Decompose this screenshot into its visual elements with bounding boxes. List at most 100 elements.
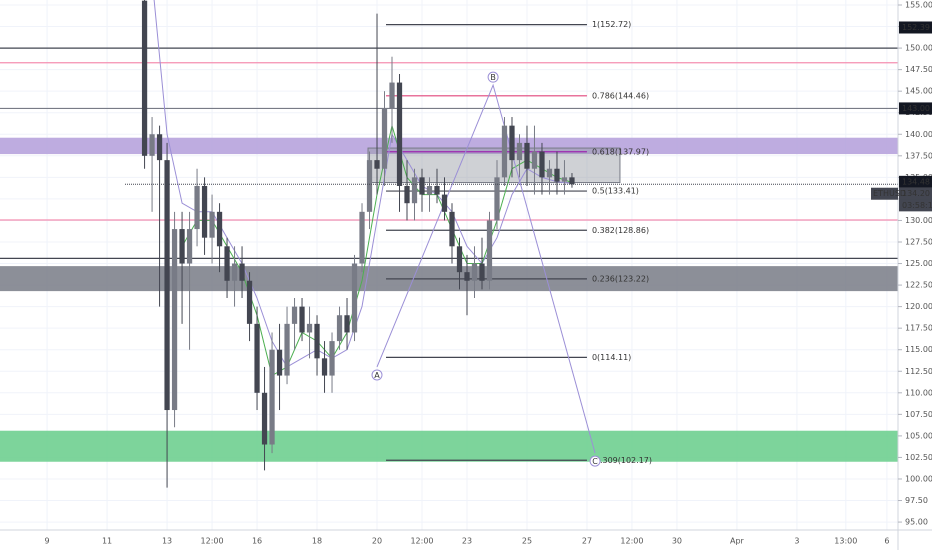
x-tick-label: 12:00 [410, 537, 433, 546]
price-tag-label: 152.39 [902, 23, 930, 32]
candle-body [276, 349, 283, 376]
candle-body [374, 160, 380, 169]
abc-point [487, 71, 499, 83]
candle-body [531, 151, 538, 169]
y-tick-label: 137.50 [905, 151, 932, 160]
x-tick-label: Apr [730, 537, 745, 546]
symbol-tag [871, 187, 898, 200]
candle-body [569, 177, 575, 185]
candle-body [186, 229, 193, 264]
fib-label: 0.618(137.97) [592, 147, 649, 156]
price-tag-label: 134.20 [902, 189, 930, 198]
candle-body [209, 211, 215, 238]
x-tick-label: 13:00 [834, 537, 857, 546]
candle-body [434, 185, 440, 195]
candle-body [464, 272, 470, 281]
x-tick-label: 6 [884, 537, 889, 546]
y-tick-label: 125.00 [905, 259, 932, 268]
candle-body [561, 177, 568, 182]
candle-body [456, 246, 463, 273]
candle-body [306, 323, 313, 333]
zone [0, 137, 898, 155]
fib-label: 0(114.11) [592, 353, 631, 362]
candle-body [299, 306, 305, 333]
fib-label: -0.309(102.17) [592, 456, 652, 465]
y-tick-label: 130.00 [905, 216, 932, 225]
price-tag [899, 21, 932, 34]
price-tag-label: 143.00 [902, 104, 930, 113]
candle-body [171, 229, 178, 411]
candle-body [479, 263, 485, 281]
candle-body [284, 323, 290, 376]
abc-pattern [376, 83, 596, 454]
candle-body [239, 263, 245, 281]
candle-body [179, 229, 185, 264]
candle-body [194, 185, 200, 230]
candle-body [366, 160, 373, 212]
candle-body [149, 134, 155, 156]
x-tick-label: 18 [312, 537, 322, 546]
fib-label: 0.236(123.22) [592, 274, 649, 283]
y-tick-label: 140.00 [905, 130, 932, 139]
range-box [367, 147, 621, 184]
y-tick-label: 97.50 [905, 496, 928, 505]
candle-body [471, 263, 478, 281]
candle-body [224, 246, 230, 281]
y-tick-label: 100.00 [905, 474, 932, 483]
abc-label: A [374, 371, 380, 380]
abc-label: B [490, 73, 496, 82]
candle-body [441, 194, 448, 212]
candle-body [329, 341, 335, 376]
y-tick-label: 110.00 [905, 388, 932, 397]
zone [0, 430, 898, 462]
candle-body [516, 142, 523, 161]
symbol-tag-label: ETHUSD [873, 189, 906, 198]
candle-body [261, 392, 268, 445]
x-tick-label: 12:00 [201, 537, 224, 546]
y-tick-label: 115.00 [905, 345, 932, 354]
candle-body [381, 108, 388, 169]
y-tick-label: 147.50 [905, 65, 932, 74]
x-tick-label: 9 [45, 537, 50, 546]
candle-body [336, 315, 343, 342]
candle-body [164, 160, 170, 411]
abc-point [371, 369, 383, 381]
y-tick-label: 117.50 [905, 324, 932, 333]
candle-body [314, 323, 320, 359]
candle-body [494, 177, 500, 221]
price-tag [899, 199, 932, 212]
x-tick-label: 23 [462, 537, 472, 546]
candle-body [246, 280, 253, 324]
candle-body [201, 185, 208, 238]
candle-body [509, 125, 515, 161]
price-tag [899, 102, 932, 115]
abc-point [589, 455, 601, 467]
x-tick-label: 13 [162, 537, 172, 546]
candle-body [396, 82, 403, 186]
candle-body [141, 0, 148, 156]
candle-body [269, 349, 275, 445]
candle-body [351, 263, 358, 333]
candle-body [554, 168, 560, 182]
candle-body [231, 263, 238, 281]
x-tick-label: 30 [672, 537, 682, 546]
x-tick-label: 27 [582, 537, 592, 546]
y-tick-label: 102.50 [905, 453, 932, 462]
candle-body [389, 82, 395, 109]
y-tick-label: 120.00 [905, 302, 932, 311]
x-tick-label: 25 [522, 537, 532, 546]
price-tag-label: 134.48 [902, 177, 930, 186]
x-tick-label: 3 [794, 537, 799, 546]
y-tick-label: 145.00 [905, 87, 932, 96]
price-tag [899, 187, 932, 200]
y-tick-label: 127.50 [905, 237, 932, 246]
candle-body [486, 220, 493, 281]
candle-body [501, 125, 508, 178]
candle-body [254, 323, 260, 393]
y-tick-label: 95.00 [905, 518, 928, 527]
candle-body [344, 315, 350, 333]
fib-label: 0.5(133.41) [592, 187, 639, 196]
y-tick-label: 105.00 [905, 431, 932, 440]
